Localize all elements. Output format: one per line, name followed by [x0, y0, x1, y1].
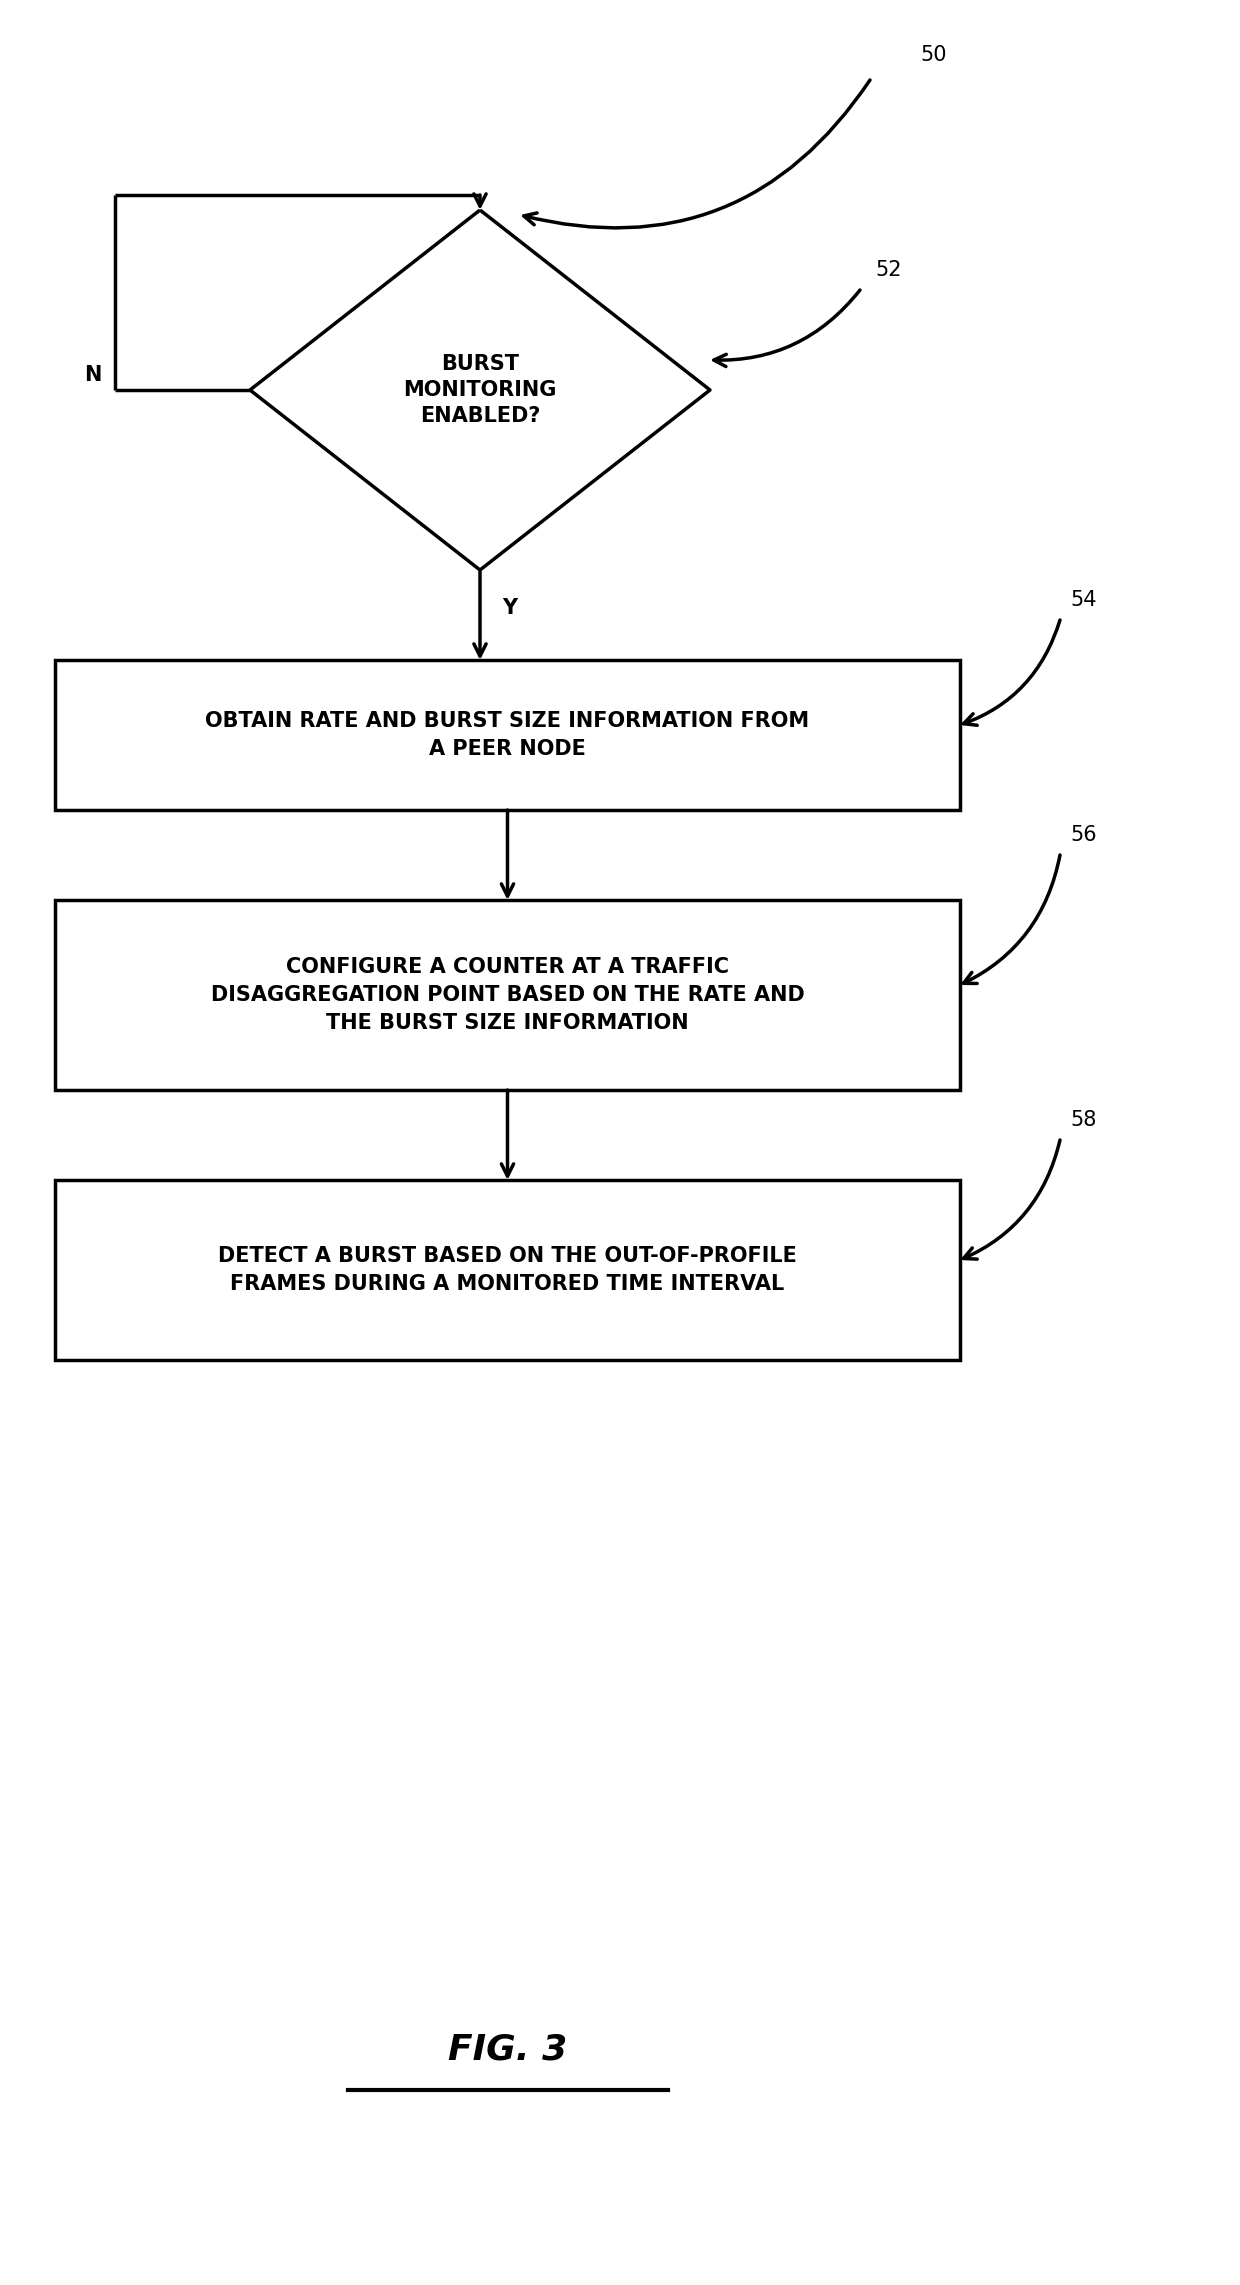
Text: DETECT A BURST BASED ON THE OUT-OF-PROFILE
FRAMES DURING A MONITORED TIME INTERV: DETECT A BURST BASED ON THE OUT-OF-PROFI…	[218, 1245, 797, 1293]
Text: 52: 52	[875, 260, 901, 281]
Text: 58: 58	[1070, 1111, 1096, 1131]
Text: Y: Y	[502, 599, 517, 617]
Bar	[55, 660, 960, 809]
Bar	[55, 1179, 960, 1360]
Text: BURST
MONITORING
ENABLED?: BURST MONITORING ENABLED?	[403, 354, 557, 427]
Text: 50: 50	[920, 46, 946, 64]
Bar	[55, 900, 960, 1090]
Text: N: N	[84, 366, 102, 384]
Text: CONFIGURE A COUNTER AT A TRAFFIC
DISAGGREGATION POINT BASED ON THE RATE AND
THE : CONFIGURE A COUNTER AT A TRAFFIC DISAGGR…	[211, 957, 805, 1033]
Text: 56: 56	[1070, 825, 1096, 845]
Text: FIG. 3: FIG. 3	[448, 2034, 567, 2068]
Text: OBTAIN RATE AND BURST SIZE INFORMATION FROM
A PEER NODE: OBTAIN RATE AND BURST SIZE INFORMATION F…	[206, 711, 810, 759]
Text: 54: 54	[1070, 590, 1096, 610]
